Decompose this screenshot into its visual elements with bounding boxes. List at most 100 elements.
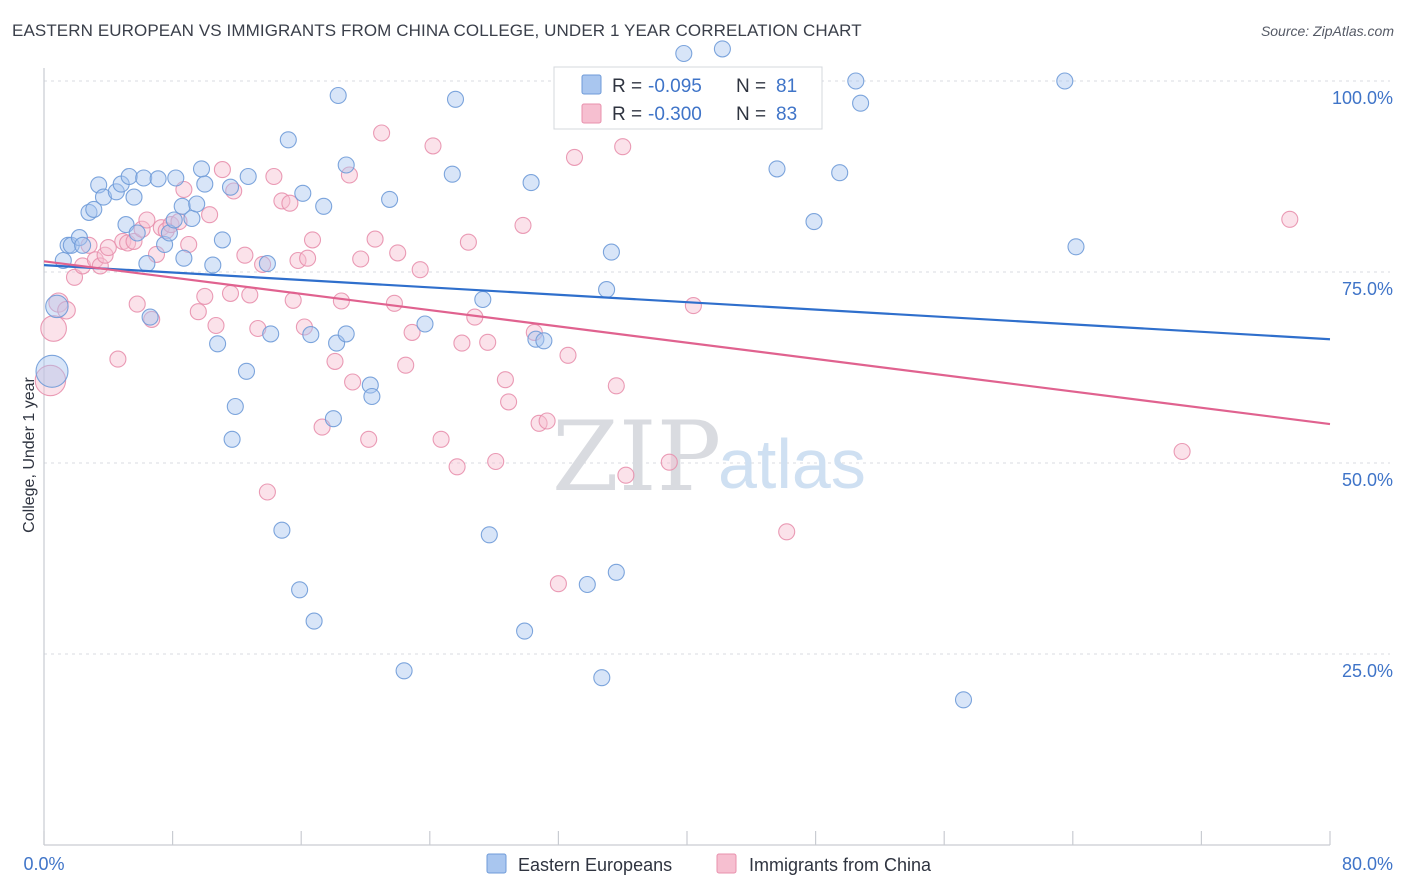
correlation-legend: R = -0.095 N = 81 R = -0.300 N = 83 [553, 66, 823, 130]
point-immigrants-from-china-73 [538, 412, 556, 430]
point-immigrants-from-china-44 [299, 249, 317, 267]
point-immigrants-from-china-76 [565, 148, 584, 166]
point-eastern-europeans-46 [305, 612, 323, 630]
y-tick-label-75: 75.0% [1342, 279, 1393, 299]
point-eastern-europeans-68 [598, 281, 616, 299]
point-eastern-europeans-76 [831, 164, 849, 182]
point-immigrants-from-china-75 [559, 346, 577, 364]
tick-labels: 25.0% 50.0% 75.0% 100.0% 0.0% 80.0% [23, 88, 1393, 874]
point-immigrants-from-china-48 [332, 292, 350, 310]
x-tick-label-max: 80.0% [1342, 854, 1393, 874]
point-eastern-europeans-50 [329, 86, 347, 105]
point-eastern-europeans-39 [258, 255, 276, 273]
point-immigrants-from-china-36 [254, 255, 272, 273]
point-eastern-europeans-47 [315, 197, 333, 215]
point-immigrants-from-china-28 [201, 206, 219, 224]
point-eastern-europeans-54 [363, 387, 381, 406]
legend-r-value-2: -0.300 [648, 104, 702, 125]
watermark-atlas: atlas [718, 425, 866, 503]
point-immigrants-from-china-60 [424, 137, 442, 155]
point-eastern-europeans-67 [593, 669, 611, 687]
point-immigrants-from-china-79 [617, 466, 635, 484]
point-immigrants-from-china-58 [403, 323, 421, 341]
point-immigrants-from-china-61 [432, 430, 450, 448]
point-eastern-europeans-10 [94, 188, 113, 206]
point-eastern-europeans-38 [237, 362, 256, 380]
point-immigrants-from-china-17 [138, 211, 156, 229]
point-eastern-europeans-77 [847, 72, 865, 90]
trend-line-immigrants-from-china [43, 260, 1331, 426]
point-eastern-europeans-30 [196, 175, 214, 193]
point-immigrants-from-china-51 [352, 250, 370, 268]
legend-swatch-immigrants-from-china [581, 103, 602, 124]
point-immigrants-from-china-49 [340, 166, 358, 184]
y-axis-label: College, Under 1 year [21, 377, 38, 533]
point-eastern-europeans-63 [522, 174, 540, 192]
point-eastern-europeans-59 [446, 90, 465, 108]
point-immigrants-from-china-40 [281, 194, 299, 212]
point-immigrants-from-china-38 [265, 167, 283, 186]
point-eastern-europeans-78 [852, 94, 870, 112]
point-eastern-europeans-24 [167, 169, 185, 187]
point-eastern-europeans-37 [239, 167, 257, 186]
point-immigrants-from-china-50 [344, 373, 362, 391]
point-eastern-europeans-57 [416, 315, 434, 333]
point-immigrants-from-china-15 [128, 295, 146, 313]
point-immigrants-from-china-77 [607, 377, 625, 395]
axes-layer [43, 68, 1331, 846]
point-eastern-europeans-20 [149, 170, 167, 188]
point-immigrants-from-china-37 [258, 483, 276, 501]
point-immigrants-from-china-57 [397, 356, 415, 374]
point-eastern-europeans-17 [135, 169, 153, 187]
point-eastern-europeans-65 [535, 332, 553, 350]
legend-n-label-2: N = [736, 104, 766, 125]
point-eastern-europeans-26 [175, 249, 193, 267]
point-immigrants-from-china-34 [241, 286, 259, 304]
y-tick-label-50: 50.0% [1342, 470, 1393, 490]
point-eastern-europeans-42 [279, 131, 297, 149]
point-eastern-europeans-35 [226, 397, 244, 416]
point-eastern-europeans-52 [337, 325, 355, 343]
point-immigrants-from-china-11 [109, 350, 127, 368]
point-immigrants-from-china-52 [360, 430, 378, 448]
point-immigrants-from-china-78 [614, 138, 632, 156]
point-immigrants-from-china-31 [221, 284, 240, 302]
point-eastern-europeans-6 [74, 236, 92, 254]
point-eastern-europeans-1 [45, 294, 69, 319]
series-eastern-europeans [35, 40, 1085, 709]
point-immigrants-from-china-35 [249, 319, 267, 338]
point-immigrants-from-china-66 [479, 333, 497, 351]
point-eastern-europeans-14 [120, 167, 138, 186]
point-immigrants-from-china-25 [180, 235, 198, 254]
point-eastern-europeans-79 [954, 691, 973, 709]
point-immigrants-from-china-30 [213, 161, 231, 179]
point-eastern-europeans-60 [474, 290, 492, 309]
point-eastern-europeans-15 [125, 188, 143, 206]
legend-n-value-2: 83 [776, 104, 797, 125]
point-eastern-europeans-31 [204, 256, 222, 274]
point-immigrants-from-china-84 [1281, 210, 1299, 228]
point-immigrants-from-china-26 [189, 303, 207, 321]
point-immigrants-from-china-83 [1173, 442, 1191, 461]
point-immigrants-from-china-56 [389, 244, 407, 262]
point-eastern-europeans-0 [35, 354, 69, 388]
point-eastern-europeans-45 [302, 326, 320, 344]
point-immigrants-from-china-45 [303, 231, 322, 249]
legend-r-label-2: R = [612, 104, 642, 125]
legend-n-label-1: N = [736, 76, 766, 97]
watermark: ZIP atlas [552, 401, 866, 513]
point-eastern-europeans-28 [188, 195, 206, 213]
point-immigrants-from-china-59 [411, 261, 429, 279]
point-eastern-europeans-16 [128, 224, 146, 242]
point-eastern-europeans-61 [480, 526, 498, 544]
point-eastern-europeans-34 [221, 178, 240, 196]
point-immigrants-from-china-68 [496, 371, 514, 389]
point-eastern-europeans-25 [173, 197, 191, 215]
point-eastern-europeans-72 [675, 44, 693, 63]
point-immigrants-from-china-47 [326, 352, 344, 370]
trend-line-eastern-europeans [43, 264, 1331, 341]
point-eastern-europeans-7 [80, 203, 98, 221]
source-credit: Source: ZipAtlas.com [1260, 23, 1394, 39]
point-immigrants-from-china-1 [40, 315, 67, 342]
point-immigrants-from-china-10 [99, 239, 117, 257]
